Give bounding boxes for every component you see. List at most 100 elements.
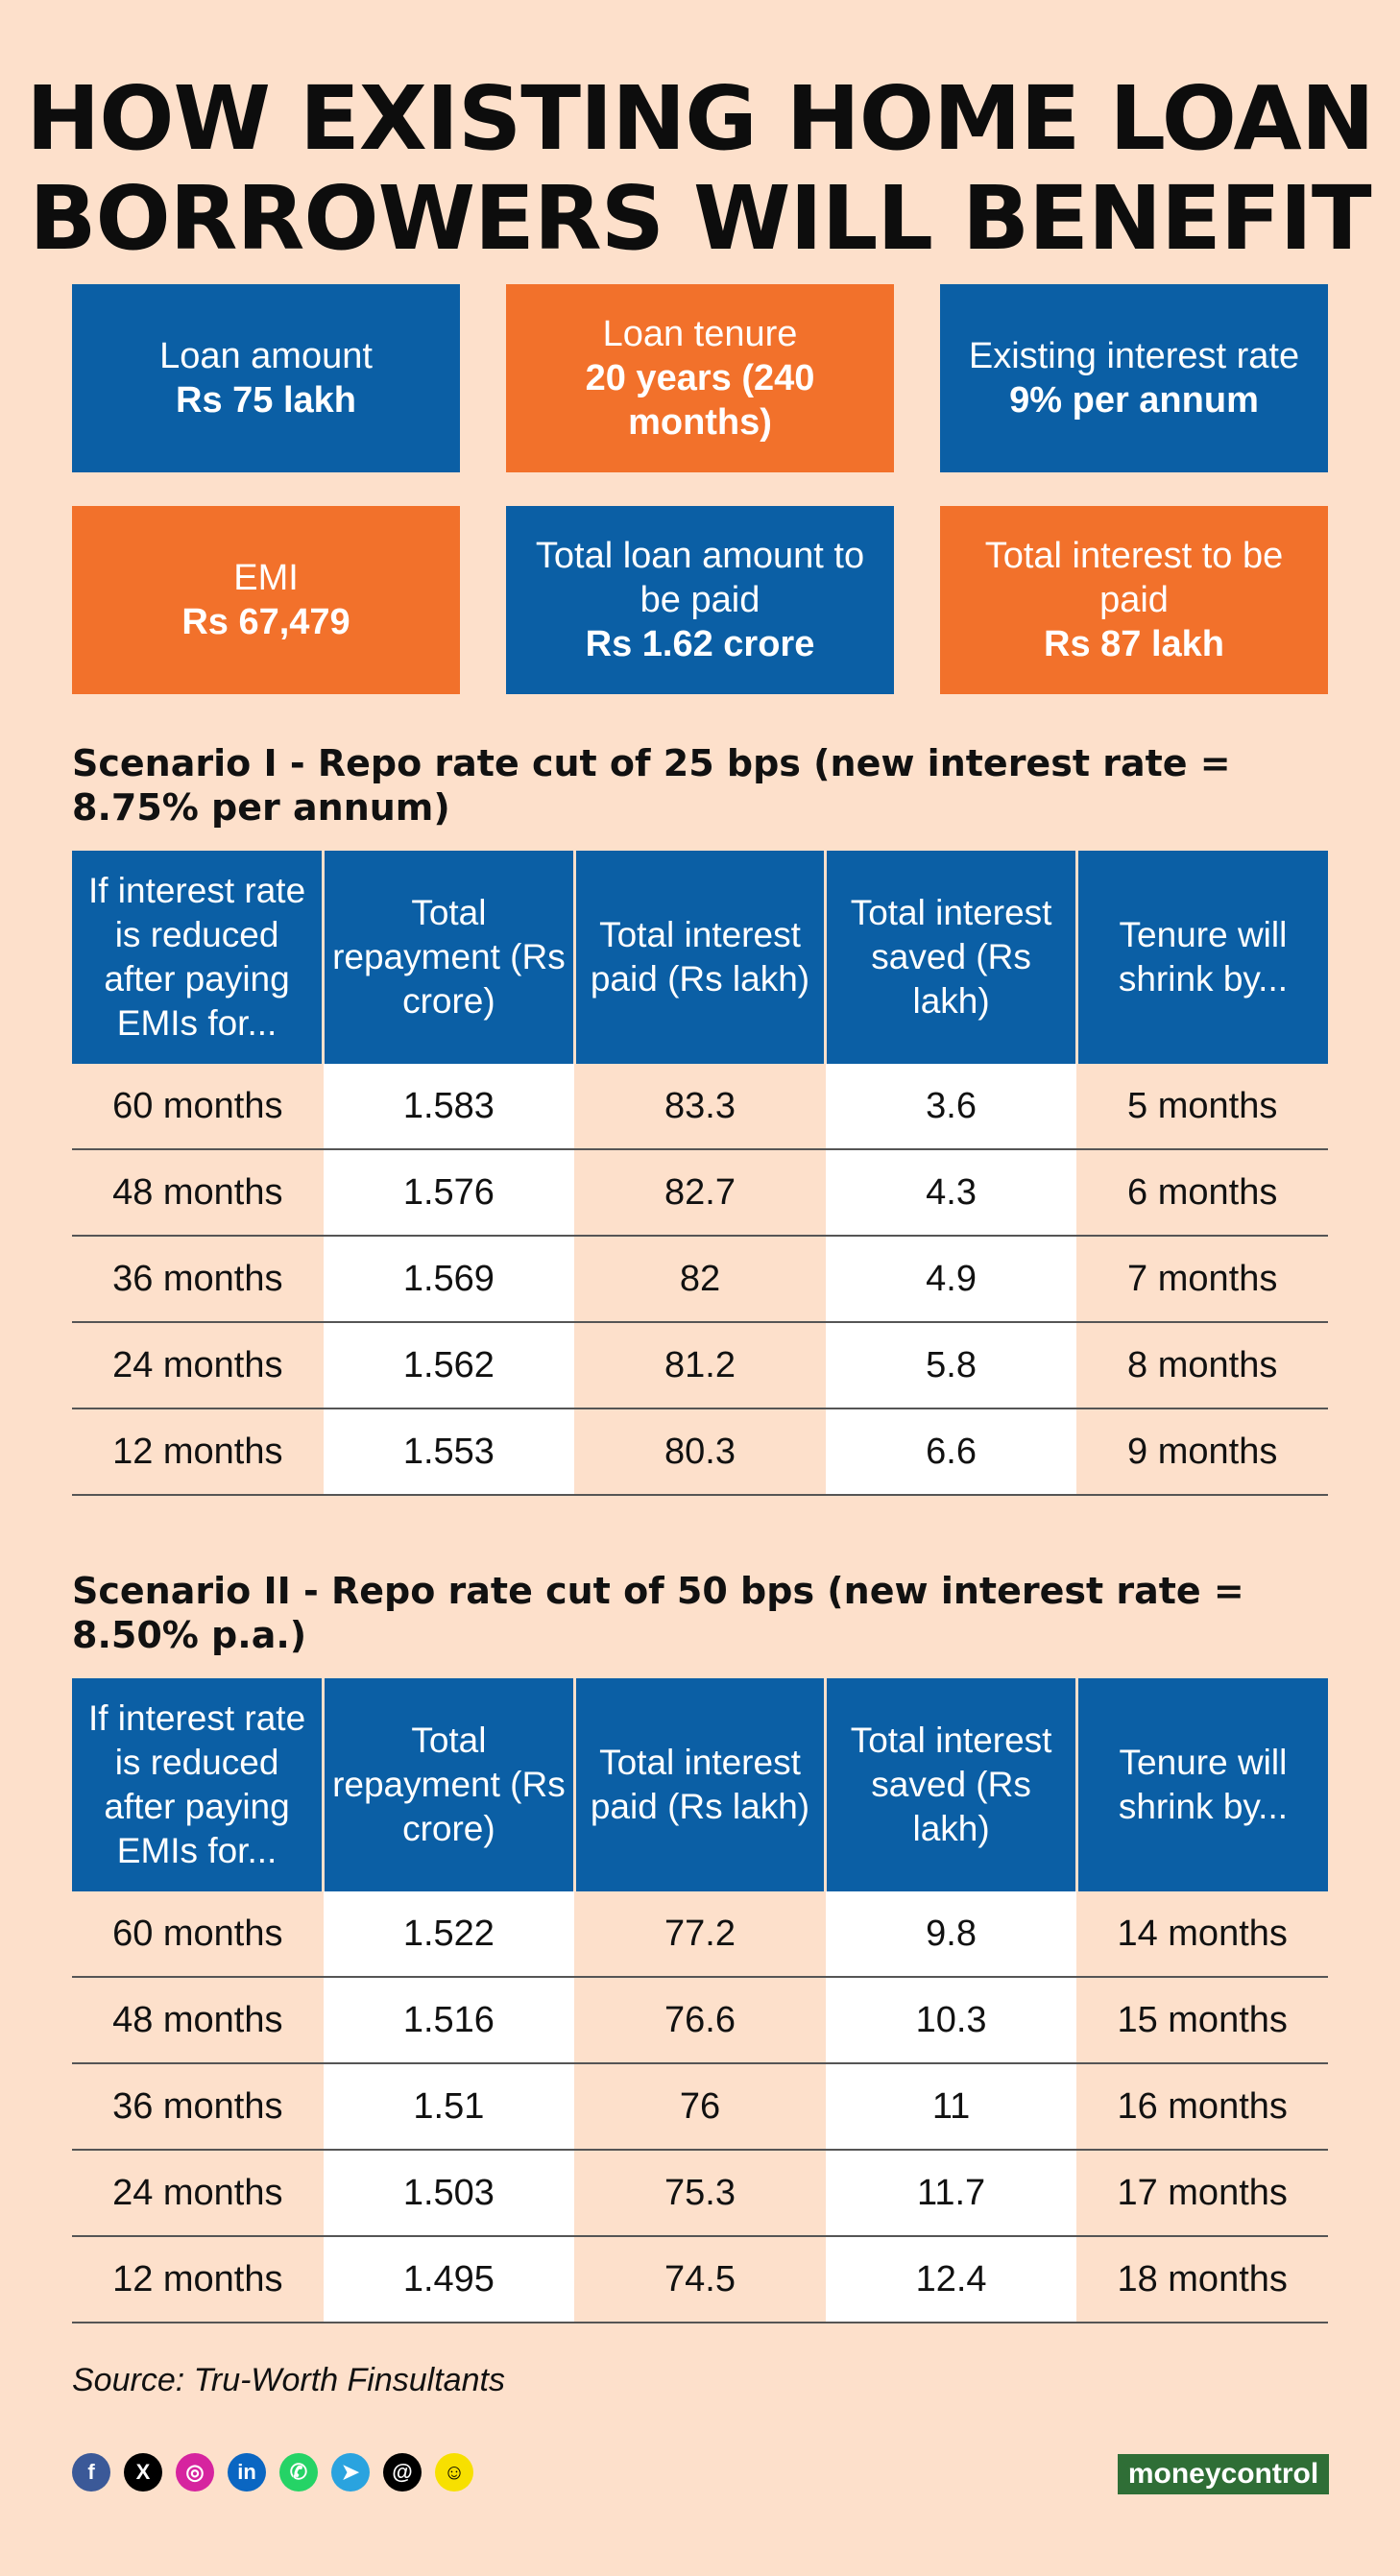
table-cell: 4.3: [825, 1149, 1077, 1237]
table-row: 48 months 1.576 82.7 4.3 6 months: [72, 1149, 1328, 1237]
source-note: Source: Tru-Worth Finsultants: [72, 2362, 505, 2398]
table-row: 60 months 1.522 77.2 9.8 14 months: [72, 1891, 1328, 1978]
scenario-1-heading: Scenario I - Repo rate cut of 25 bps (ne…: [72, 742, 1231, 829]
table-row: 12 months 1.495 74.5 12.4 18 months: [72, 2236, 1328, 2323]
table-cell: 76: [574, 2063, 826, 2151]
fact-value: Rs 87 lakh: [1044, 624, 1224, 664]
logo-part-2: control: [1220, 2458, 1319, 2490]
table-cell: 18 months: [1076, 2236, 1328, 2323]
title-line-2: BORROWERS WILL BENEFIT: [29, 167, 1371, 270]
table-cell: 1.516: [323, 1977, 575, 2064]
table-cell: 24 months: [72, 2150, 324, 2237]
fact-label: Total loan amount to be paid: [535, 536, 865, 620]
page-title: HOW EXISTING HOME LOAN BORROWERS WILL BE…: [0, 69, 1400, 269]
table-cell: 4.9: [825, 1236, 1077, 1323]
table-cell: 1.553: [323, 1408, 575, 1496]
fact-label: Existing interest rate: [968, 336, 1300, 376]
instagram-icon[interactable]: ◎: [176, 2453, 214, 2492]
table-cell: 76.6: [574, 1977, 826, 2064]
column-header: Tenure will shrink by...: [1074, 1678, 1328, 1891]
table-cell: 14 months: [1076, 1891, 1328, 1978]
fact-value: Rs 75 lakh: [176, 380, 356, 421]
table-row: 24 months 1.562 81.2 5.8 8 months: [72, 1322, 1328, 1409]
fact-value: Rs 67,479: [181, 602, 350, 642]
table-cell: 36 months: [72, 1236, 324, 1323]
moneycontrol-logo[interactable]: money control: [1118, 2454, 1329, 2494]
column-header: Tenure will shrink by...: [1074, 851, 1328, 1064]
x-icon[interactable]: X: [124, 2453, 162, 2492]
table-row: 36 months 1.51 76 11 16 months: [72, 2063, 1328, 2151]
table-row: 36 months 1.569 82 4.9 7 months: [72, 1236, 1328, 1323]
fact-label: EMI: [233, 558, 299, 598]
table-cell: 77.2: [574, 1891, 826, 1978]
table-cell: 1.503: [323, 2150, 575, 2237]
table-cell: 1.569: [323, 1236, 575, 1323]
table-cell: 82.7: [574, 1149, 826, 1237]
table-cell: 16 months: [1076, 2063, 1328, 2151]
fact-loan-tenure: Loan tenure 20 years (240 months): [506, 284, 894, 472]
column-header: Total interest saved (Rs lakh): [824, 851, 1077, 1064]
whatsapp-icon[interactable]: ✆: [279, 2453, 318, 2492]
fact-total-interest: Total interest to be paid Rs 87 lakh: [940, 506, 1328, 694]
table-cell: 83.3: [574, 1064, 826, 1150]
table-cell: 60 months: [72, 1891, 324, 1978]
table-cell: 81.2: [574, 1322, 826, 1409]
table-cell: 6 months: [1076, 1149, 1328, 1237]
column-header: Total repayment (Rs crore): [322, 851, 575, 1064]
column-header: Total interest paid (Rs lakh): [572, 851, 826, 1064]
title-line-1: HOW EXISTING HOME LOAN: [26, 67, 1374, 170]
table-cell: 48 months: [72, 1149, 324, 1237]
table-cell: 24 months: [72, 1322, 324, 1409]
table-cell: 10.3: [825, 1977, 1077, 2064]
table-cell: 1.576: [323, 1149, 575, 1237]
table-cell: 82: [574, 1236, 826, 1323]
table-cell: 7 months: [1076, 1236, 1328, 1323]
fact-emi: EMI Rs 67,479: [72, 506, 460, 694]
table-row: 24 months 1.503 75.3 11.7 17 months: [72, 2150, 1328, 2237]
column-header: Total repayment (Rs crore): [322, 1678, 575, 1891]
table-cell: 6.6: [825, 1408, 1077, 1496]
table-cell: 8 months: [1076, 1322, 1328, 1409]
facebook-icon[interactable]: f: [72, 2453, 110, 2492]
table-cell: 11: [825, 2063, 1077, 2151]
table-row: 60 months 1.583 83.3 3.6 5 months: [72, 1064, 1328, 1150]
fact-label: Total interest to be paid: [984, 536, 1284, 620]
table-cell: 1.562: [323, 1322, 575, 1409]
snapchat-icon[interactable]: ☺: [435, 2453, 473, 2492]
column-header: If interest rate is reduced after paying…: [72, 851, 324, 1064]
table-cell: 17 months: [1076, 2150, 1328, 2237]
column-header: If interest rate is reduced after paying…: [72, 1678, 324, 1891]
column-header: Total interest saved (Rs lakh): [824, 1678, 1077, 1891]
table-cell: 5 months: [1076, 1064, 1328, 1150]
table-cell: 5.8: [825, 1322, 1077, 1409]
table-header-row: If interest rate is reduced after paying…: [72, 1678, 1328, 1891]
threads-icon[interactable]: @: [383, 2453, 422, 2492]
table-cell: 1.495: [323, 2236, 575, 2323]
table-cell: 12 months: [72, 2236, 324, 2323]
table-cell: 1.51: [323, 2063, 575, 2151]
scenario-2-table: If interest rate is reduced after paying…: [72, 1678, 1328, 2323]
column-header: Total interest paid (Rs lakh): [572, 1678, 826, 1891]
table-cell: 9 months: [1076, 1408, 1328, 1496]
table-row: 48 months 1.516 76.6 10.3 15 months: [72, 1977, 1328, 2064]
table-cell: 3.6: [825, 1064, 1077, 1150]
table-cell: 1.522: [323, 1891, 575, 1978]
table-cell: 36 months: [72, 2063, 324, 2151]
table-cell: 9.8: [825, 1891, 1077, 1978]
telegram-icon[interactable]: ➤: [331, 2453, 370, 2492]
table-cell: 75.3: [574, 2150, 826, 2237]
table-cell: 12 months: [72, 1408, 324, 1496]
linkedin-icon[interactable]: in: [228, 2453, 266, 2492]
logo-part-1: money: [1127, 2458, 1221, 2490]
fact-total-amount: Total loan amount to be paid Rs 1.62 cro…: [506, 506, 894, 694]
table-cell: 1.583: [323, 1064, 575, 1150]
fact-label: Loan tenure: [602, 314, 798, 354]
scenario-2-heading: Scenario II - Repo rate cut of 50 bps (n…: [72, 1570, 1244, 1656]
social-links: f X ◎ in ✆ ➤ @ ☺: [72, 2453, 473, 2492]
fact-value: 20 years (240 months): [585, 358, 815, 443]
fact-label: Loan amount: [159, 336, 373, 376]
table-cell: 74.5: [574, 2236, 826, 2323]
table-cell: 48 months: [72, 1977, 324, 2064]
table-cell: 80.3: [574, 1408, 826, 1496]
fact-loan-amount: Loan amount Rs 75 lakh: [72, 284, 460, 472]
